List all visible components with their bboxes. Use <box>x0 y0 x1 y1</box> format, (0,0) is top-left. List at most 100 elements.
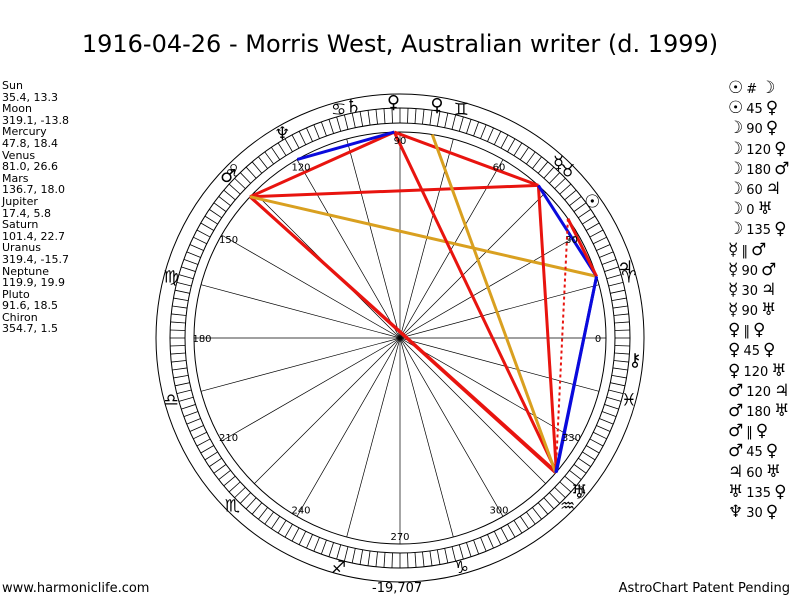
ring-tick <box>239 492 251 504</box>
aspect-planet-1: ☿ <box>728 259 739 280</box>
position-name: Uranus <box>2 241 41 255</box>
ring-tick <box>176 389 192 395</box>
ring-tick <box>196 438 211 447</box>
aspect-angle: ‖ <box>746 425 753 441</box>
house-spokes <box>194 132 606 544</box>
ring-tick <box>407 108 409 124</box>
ring-tick <box>537 502 549 515</box>
ring-tick <box>593 236 607 245</box>
aspect-row: ☽ 60 ♃ <box>728 179 789 199</box>
aspect-planet-2: ♅ <box>757 199 773 220</box>
aspect-line <box>536 185 558 473</box>
planet-neptune-icon: ♆ <box>274 123 290 144</box>
ring-tick <box>451 114 457 130</box>
planet-saturn-icon: ♄ <box>345 97 361 118</box>
ring-tick <box>298 531 307 545</box>
aspect-planet-2: ♅ <box>774 401 790 421</box>
ring-tick <box>328 119 334 134</box>
ring-tick <box>204 451 218 461</box>
ring-tick <box>614 321 630 324</box>
ring-tick <box>193 431 207 440</box>
ring-tick <box>613 313 629 316</box>
aspect-angle: 180 <box>746 405 772 420</box>
ring-tick <box>614 352 630 355</box>
aspect-lines <box>249 130 599 474</box>
position-name: Chiron <box>2 310 38 324</box>
position-coords: 35.4, 13.3 <box>2 90 58 104</box>
aspect-row: ♀ ‖ ♀ <box>728 320 789 340</box>
aspect-line <box>296 130 395 161</box>
ring-tick <box>589 438 604 447</box>
aspect-line <box>430 134 558 474</box>
aspect-planet-2: ♀ <box>765 98 779 119</box>
ring-tick <box>183 258 199 265</box>
ring-tick <box>343 114 349 130</box>
position-coords: 81.0, 26.6 <box>2 160 58 174</box>
ring-tick <box>291 134 300 149</box>
ring-tick <box>458 116 464 132</box>
ring-tick <box>564 189 577 201</box>
aspect-list: ☉ # ☽ ☉ 45 ♀ ☽ 90 ♀ ☽ 120 ♀ ☽ 180 ♂ ☽ 60 ♃ ☽ 0 ♅ ☽ 135 ♀ ☿ ‖ ♂ ☿ 90 ♂… <box>728 78 789 522</box>
ring-tick <box>422 551 425 567</box>
aspect-planet-2: ♃ <box>760 279 777 300</box>
ring-tick <box>608 389 624 395</box>
ring-tick <box>573 464 587 474</box>
aspect-planet-1: ☿ <box>728 239 739 260</box>
degree-label: 150 <box>219 235 238 246</box>
aspect-line <box>249 130 395 199</box>
ring-tick <box>375 109 378 125</box>
position-name: Moon <box>2 102 32 116</box>
chart-title: 1916-04-26 - Morris West, Australian wri… <box>81 30 719 58</box>
aspect-planet-1: ♂ <box>728 441 744 462</box>
ring-tick <box>228 481 241 493</box>
ring-tick <box>320 539 327 555</box>
ring-tick <box>367 110 371 126</box>
planet-uranus-icon: ♅ <box>571 482 587 503</box>
ring-tick <box>604 404 619 410</box>
aspect-row: ☽ 135 ♀ <box>728 219 789 239</box>
ring-tick <box>200 445 215 454</box>
footer-value: -19,707 <box>372 581 423 596</box>
ring-tick <box>343 546 349 562</box>
aspect-row: ☽ 120 ♀ <box>728 139 789 159</box>
ring-tick <box>284 523 293 538</box>
ring-tick <box>183 411 199 418</box>
ring-tick <box>507 138 516 153</box>
ring-tick <box>181 266 196 272</box>
aspect-row: ☿ ‖ ♂ <box>728 240 789 260</box>
ring-tick <box>422 109 425 125</box>
aspect-planet-2: ♂ <box>774 158 790 179</box>
ring-tick <box>578 457 591 467</box>
ring-tick <box>526 511 536 525</box>
ring-tick <box>336 544 342 560</box>
position-coords: 319.4, -15.7 <box>2 252 69 266</box>
ring-tick <box>176 281 192 287</box>
ring-tick <box>487 534 494 549</box>
footer-credit: AstroChart Patent Pending <box>618 581 790 596</box>
ring-tick <box>554 177 566 189</box>
sign-taurus-icon: ♉ <box>560 161 575 181</box>
aspect-planet-1: ☽ <box>728 219 744 240</box>
aspect-planet-1: ☿ <box>728 300 739 321</box>
ring-tick <box>532 156 542 169</box>
aspect-angle: ‖ <box>743 324 750 340</box>
sign-virgo-icon: ♍ <box>163 268 178 288</box>
ring-tick <box>359 111 364 127</box>
position-name: Pluto <box>2 287 30 301</box>
ring-tick <box>513 142 523 156</box>
ring-tick <box>493 131 502 145</box>
ring-tick <box>239 172 251 184</box>
aspect-planet-2: ♀ <box>774 138 787 159</box>
ring-tick <box>569 196 582 206</box>
aspect-planet-2: ♀ <box>765 501 779 522</box>
aspect-angle: 30 <box>741 283 758 299</box>
ring-tick <box>613 360 629 363</box>
ring-tick <box>320 121 327 137</box>
aspect-planet-2: ♀ <box>752 320 766 341</box>
aspect-angle: 120 <box>746 384 772 400</box>
sign-leo-icon: ♌ <box>225 161 240 181</box>
ring-tick <box>186 418 201 425</box>
ring-tick <box>170 345 186 347</box>
aspect-planet-1: ☉ <box>728 98 744 119</box>
ring-tick <box>209 457 222 467</box>
